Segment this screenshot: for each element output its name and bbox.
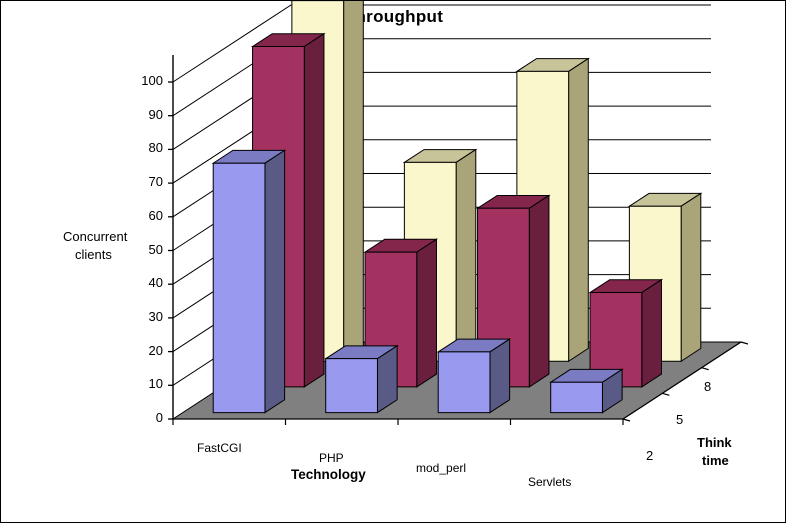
- y-axis-tick-label: 60: [148, 207, 163, 223]
- bar-servlets-think5: [588, 278, 664, 388]
- x-axis-label-servlets: Servlets: [528, 475, 572, 489]
- y-axis-tick-label: 100: [141, 73, 163, 88]
- z-axis-label-8: 8: [704, 379, 712, 394]
- z-axis-label-5: 5: [676, 412, 684, 427]
- x-axis-label-fastcgi: FastCGI: [197, 441, 242, 455]
- y-axis-tick-label: 10: [148, 376, 163, 392]
- z-axis-title-line2: time: [702, 453, 729, 468]
- bar-php-think2: [324, 344, 399, 414]
- chart-title: Throughput: [344, 7, 444, 26]
- y-axis-title-line2: clients: [75, 247, 112, 262]
- z-axis-label-2: 2: [646, 448, 654, 463]
- x-axis-title: Technology: [291, 467, 366, 482]
- y-axis-tick-label: 80: [148, 140, 163, 156]
- z-axis-title-line1: Think: [697, 435, 732, 450]
- x-axis-label-php: PHP: [319, 451, 344, 465]
- y-axis-tick-label: 70: [148, 174, 163, 190]
- y-axis-tick-label: 90: [148, 106, 163, 122]
- y-axis-tick-label: 50: [148, 241, 163, 257]
- bar-mod_perl-think2: [436, 338, 512, 414]
- y-axis-tick-label: 30: [148, 308, 163, 324]
- y-axis-tick-label: 20: [148, 342, 163, 358]
- x-axis-label-mod_perl: mod_perl: [416, 461, 467, 475]
- y-axis-tick-label: 40: [148, 275, 163, 291]
- y-axis-tick-label: 0: [155, 410, 163, 425]
- bar-servlets-think2: [549, 368, 624, 414]
- bar-fastcgi-think2: [211, 149, 287, 414]
- y-axis-title-line1: Concurrent: [63, 229, 128, 244]
